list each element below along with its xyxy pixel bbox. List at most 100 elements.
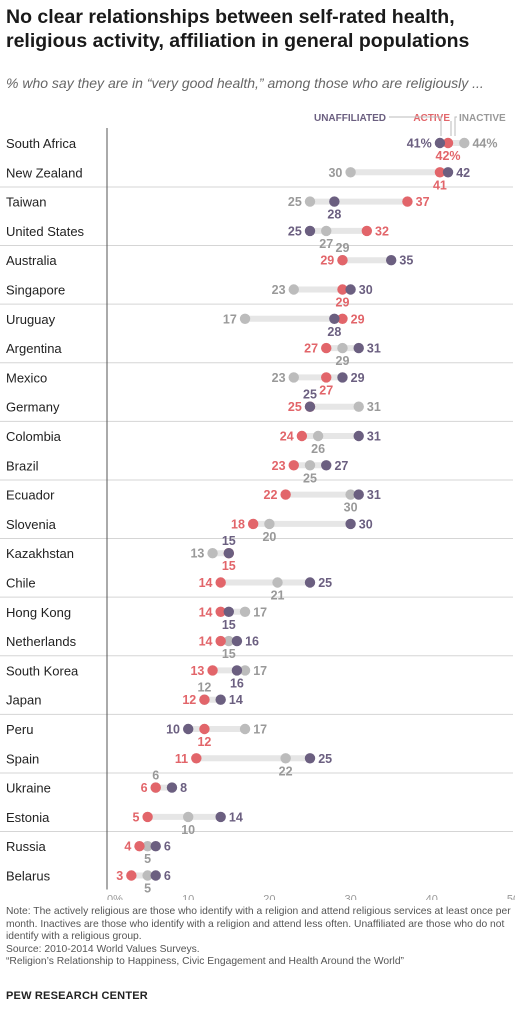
- dot-inactive: [345, 489, 356, 500]
- dot-inactive: [459, 137, 470, 149]
- dot-inactive: [142, 870, 153, 881]
- country-label: Colombia: [6, 429, 62, 444]
- data-label-active: 6: [141, 781, 148, 795]
- data-label-unaffiliated: 41%: [407, 137, 432, 151]
- data-label-inactive: 25: [303, 471, 317, 485]
- data-label-inactive: 6: [152, 769, 159, 783]
- dot-inactive: [321, 225, 332, 237]
- chart-title: No clear relationships between self-rate…: [6, 6, 470, 52]
- country-label: Spain: [6, 751, 39, 766]
- country-label: Kazakhstan: [6, 546, 74, 561]
- dot-inactive: [239, 606, 251, 617]
- dot-inactive: [353, 401, 364, 412]
- dot-unaffiliated: [329, 313, 340, 324]
- dot-inactive: [304, 196, 316, 207]
- data-label-inactive: 23: [272, 283, 286, 297]
- country-label: South Korea: [6, 663, 79, 678]
- note-text: Note: The actively religious are those w…: [6, 906, 511, 943]
- dot-unaffiliated: [353, 489, 364, 500]
- x-tick-label: 10: [182, 894, 194, 901]
- dot-active: [199, 694, 210, 705]
- data-label-unaffiliated: 25: [318, 576, 332, 590]
- data-label-unaffiliated: 42: [456, 166, 470, 180]
- dot-active: [207, 665, 218, 676]
- data-label-active: 32: [375, 224, 389, 238]
- dot-inactive: [280, 753, 291, 764]
- dot-active: [296, 430, 308, 442]
- dot-unaffiliated: [321, 460, 332, 471]
- data-label-unaffiliated: 30: [359, 517, 373, 531]
- dot-inactive: [239, 313, 251, 324]
- data-label-active: 3: [116, 869, 123, 883]
- dot-unaffiliated: [223, 606, 234, 617]
- data-label-active: 27: [304, 342, 318, 356]
- data-label-inactive: 29: [336, 354, 350, 368]
- data-label-unaffiliated: 28: [327, 325, 341, 339]
- country-label: Peru: [6, 722, 33, 737]
- data-label-unaffiliated: 25: [318, 752, 332, 766]
- dot-active: [337, 284, 348, 295]
- country-label: Ukraine: [6, 781, 51, 796]
- chart-notes: Note: The actively religious are those w…: [6, 906, 511, 969]
- legend-inactive: INACTIVE: [459, 113, 506, 124]
- data-label-unaffiliated: 31: [367, 342, 381, 356]
- dot-unaffiliated: [434, 137, 446, 149]
- data-label-unaffiliated: 31: [367, 488, 381, 502]
- data-label-inactive: 30: [328, 166, 342, 180]
- dot-active: [199, 723, 210, 735]
- dot-unaffiliated: [353, 342, 364, 354]
- dot-active: [361, 225, 373, 237]
- data-label-active: 4: [124, 840, 131, 854]
- data-label-inactive: 17: [223, 312, 237, 326]
- data-label-active: 29: [320, 254, 334, 268]
- data-label-inactive: 26: [311, 442, 325, 456]
- dot-plot-chart: 0% 10 20 30 40 50 UNAFFILIATED ACTIVE INACTIVE So…: [0, 113, 515, 901]
- data-label-unaffiliated: 15: [222, 534, 236, 548]
- data-label-active: 12: [182, 693, 196, 707]
- data-label-active: 13: [190, 664, 204, 678]
- data-label-active: 22: [264, 488, 278, 502]
- dot-active: [434, 167, 446, 178]
- dot-inactive: [337, 342, 348, 354]
- legend-leader-unaffiliated: [389, 116, 442, 136]
- dot-active: [321, 372, 332, 383]
- legend-unaffiliated: UNAFFILIATED: [314, 113, 386, 124]
- country-label: Japan: [6, 693, 41, 708]
- dot-unaffiliated: [353, 430, 364, 442]
- data-label-active: 29: [351, 312, 365, 326]
- dot-unaffiliated: [442, 167, 454, 178]
- data-label-inactive: 17: [253, 723, 267, 737]
- data-label-active: 23: [272, 459, 286, 473]
- data-label-active: 29: [336, 296, 350, 310]
- country-label: Estonia: [6, 810, 50, 825]
- data-label-unaffiliated: 29: [351, 371, 365, 385]
- data-label-active: 24: [280, 430, 294, 444]
- data-label-active: 14: [199, 576, 213, 590]
- country-label: Netherlands: [6, 634, 77, 649]
- data-label-active: 25: [288, 400, 302, 414]
- dot-inactive: [207, 548, 218, 559]
- data-label-unaffiliated: 30: [359, 283, 373, 297]
- data-label-inactive: 5: [144, 882, 151, 896]
- data-label-unaffiliated: 25: [288, 224, 302, 238]
- dot-unaffiliated: [215, 811, 226, 823]
- dot-unaffiliated: [150, 841, 161, 852]
- data-label-inactive: 23: [272, 371, 286, 385]
- data-label-inactive: 5: [144, 852, 151, 866]
- data-label-inactive: 15: [222, 647, 236, 661]
- dot-active: [280, 489, 291, 500]
- data-label-unaffiliated: 6: [164, 840, 171, 854]
- dot-active: [150, 782, 161, 793]
- data-label-unaffiliated: 14: [229, 810, 243, 824]
- dot-inactive: [183, 811, 194, 823]
- dot-active: [321, 342, 332, 354]
- country-label: Slovenia: [6, 517, 57, 532]
- data-label-unaffiliated: 10: [166, 723, 180, 737]
- dot-unaffiliated: [386, 255, 397, 266]
- country-label: South Africa: [6, 136, 77, 151]
- dot-active: [191, 753, 202, 764]
- country-label: Brazil: [6, 458, 39, 473]
- dot-inactive: [312, 430, 324, 442]
- data-label-inactive: 27: [319, 237, 333, 251]
- data-label-unaffiliated: 14: [229, 693, 243, 707]
